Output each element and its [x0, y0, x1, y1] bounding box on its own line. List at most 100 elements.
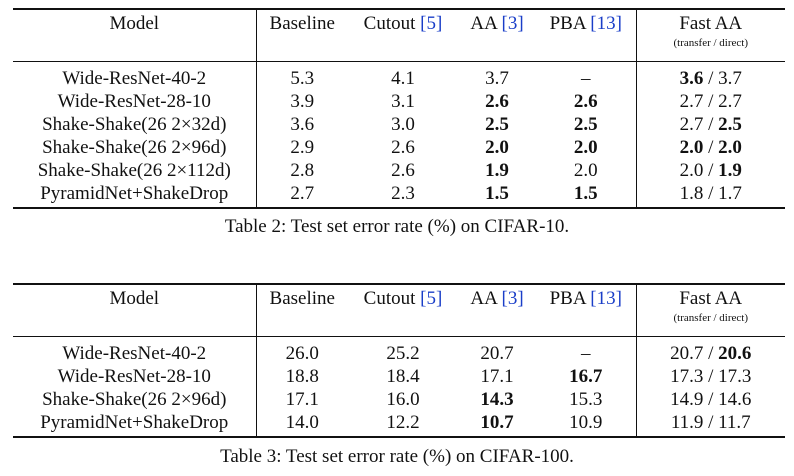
cell-model: Shake-Shake(26 2×96d) — [42, 389, 227, 410]
cell-fastaa-direct: 2.0 — [718, 137, 742, 158]
cell-pba-value: 2.6 — [573, 91, 598, 112]
cell-fastaa-direct: 1.7 — [718, 183, 742, 204]
header-fastaa-label: Fast AA — [679, 13, 743, 34]
header-cutout: Cutout [5] — [348, 284, 458, 337]
header-pba: PBA [13] — [536, 284, 636, 337]
cell-cutout: 2.6 — [391, 160, 415, 181]
cell-cutout: 2.6 — [391, 137, 415, 158]
cell-pba: 15.3 — [569, 389, 603, 410]
cell-model: Wide-ResNet-40-2 — [62, 68, 207, 89]
cell-fastaa-transfer: 3.6 — [679, 68, 704, 89]
cell-pba-value: 16.7 — [569, 366, 603, 387]
table-row: Shake-Shake(26 2×96d) 17.1 16.0 14.3 15.3 14.… — [13, 388, 785, 411]
cell-fastaa: 11.9 / 11.7 — [635, 411, 785, 438]
citation-link[interactable]: [13] — [590, 13, 622, 34]
cell-fastaa-transfer: 1.8 — [679, 183, 704, 204]
cell-baseline: 18.8 — [255, 365, 348, 388]
header-fastaa: Fast AA (transfer / direct) — [635, 284, 785, 337]
cell-model: Wide-ResNet-40-2 — [62, 343, 207, 364]
citation-link[interactable]: [5] — [420, 288, 443, 309]
cell-model: Wide-ResNet-28-10 — [57, 91, 211, 112]
cell-baseline: 2.8 — [255, 159, 348, 182]
table-row: Shake-Shake(26 2×32d) 3.6 3.0 2.5 2.5 2.7 / 2… — [13, 113, 785, 136]
cell-baseline: 5.3 — [255, 61, 348, 90]
cell-fastaa: 2.0 / 1.9 — [635, 159, 785, 182]
cell-model: Wide-ResNet-28-10 — [57, 366, 211, 387]
cell-cutout: 4.1 — [391, 68, 415, 89]
cell-fastaa: 2.7 / 2.7 — [635, 90, 785, 113]
cell-fastaa: 3.6 / 3.7 — [635, 61, 785, 90]
cell-pba: 2.5 — [536, 113, 636, 136]
cell-fastaa-direct: 2.7 — [718, 91, 742, 112]
cell-fastaa-direct: 3.7 — [718, 68, 742, 89]
cell-aa: 3.7 — [485, 68, 509, 89]
cell-model: Shake-Shake(26 2×112d) — [37, 160, 231, 181]
cell-pba-value: 2.0 — [573, 137, 598, 158]
citation-link[interactable]: [3] — [501, 13, 524, 34]
cell-pba: 2.6 — [536, 90, 636, 113]
cell-fastaa: 2.7 / 2.5 — [635, 113, 785, 136]
table-cifar100: Model Baseline Cutout [5] AA [3] PBA [13… — [13, 283, 785, 438]
cell-aa: 20.7 — [480, 343, 514, 364]
header-fastaa: Fast AA (transfer / direct) — [635, 9, 785, 62]
citation-link[interactable]: [3] — [501, 288, 524, 309]
cell-pba-value: 1.5 — [573, 183, 598, 204]
cell-aa: 1.9 — [458, 159, 536, 182]
cell-fastaa-direct: 11.7 — [718, 412, 751, 433]
cell-fastaa-direct: 20.6 — [718, 343, 752, 364]
table-row: Wide-ResNet-28-10 3.9 3.1 2.6 2.6 2.7 / 2.7 — [13, 90, 785, 113]
header-cutout-label: Cutout — [363, 13, 416, 34]
cell-aa: 17.1 — [480, 366, 514, 387]
cell-cutout: 16.0 — [386, 389, 420, 410]
header-model: Model — [13, 9, 256, 62]
table-row: PyramidNet+ShakeDrop 2.7 2.3 1.5 1.5 1.8 / 1.… — [13, 182, 785, 209]
cell-fastaa-transfer: 2.7 — [679, 114, 704, 135]
cell-aa-value: 2.0 — [485, 137, 509, 158]
header-aa-label: AA — [470, 288, 497, 309]
header-pba: PBA [13] — [536, 9, 636, 62]
table-caption-cifar10: Table 2: Test set error rate (%) on CIFA… — [224, 216, 570, 237]
cell-model: Shake-Shake(26 2×32d) — [42, 114, 227, 135]
cell-pba: 16.7 — [536, 365, 636, 388]
cell-fastaa: 2.0 / 2.0 — [635, 136, 785, 159]
cell-fastaa-direct: 1.9 — [718, 160, 742, 181]
cell-aa-value: 10.7 — [480, 412, 514, 433]
header-aa-label: AA — [470, 13, 497, 34]
table-body: Wide-ResNet-40-2 26.0 25.2 20.7 – 20.7 / 20.6… — [13, 336, 785, 438]
table-row: Shake-Shake(26 2×96d) 2.9 2.6 2.0 2.0 2.0 / 2… — [13, 136, 785, 159]
table-cifar100-container: Model Baseline Cutout [5] AA [3] PBA [13… — [13, 283, 785, 438]
cell-pba-value: 2.5 — [573, 114, 598, 135]
table-caption-cifar100: Table 3: Test set error rate (%) on CIFA… — [220, 446, 574, 467]
cell-cutout: 18.4 — [386, 366, 420, 387]
header-baseline: Baseline — [255, 9, 348, 62]
cell-baseline: 2.9 — [255, 136, 348, 159]
cell-aa-value: 1.9 — [485, 160, 509, 181]
cell-cutout: 2.3 — [348, 182, 458, 209]
table-row: Shake-Shake(26 2×112d) 2.8 2.6 1.9 2.0 2.0 / … — [13, 159, 785, 182]
cell-pba: 2.0 — [536, 136, 636, 159]
cell-aa: 14.3 — [458, 388, 536, 411]
cell-cutout: 3.1 — [391, 91, 415, 112]
cell-model: PyramidNet+ShakeDrop — [13, 182, 256, 209]
header-fastaa-sublabel: (transfer / direct) — [673, 312, 748, 324]
cell-aa: 2.6 — [458, 90, 536, 113]
cell-aa: 10.7 — [458, 411, 536, 438]
cell-model: PyramidNet+ShakeDrop — [13, 411, 256, 438]
cell-fastaa-direct: 2.5 — [718, 114, 742, 135]
cell-baseline: 3.9 — [255, 90, 348, 113]
citation-link[interactable]: [13] — [590, 288, 622, 309]
cell-fastaa-transfer: 2.0 — [679, 137, 704, 158]
cell-fastaa-direct: 17.3 — [718, 366, 752, 387]
cell-fastaa-transfer: 2.0 — [679, 160, 704, 181]
cell-pba: 2.0 — [573, 160, 598, 181]
cell-model: Shake-Shake(26 2×96d) — [42, 137, 227, 158]
cell-fastaa-transfer: 2.7 — [679, 91, 704, 112]
header-pba-label: PBA — [549, 13, 586, 34]
cell-fastaa-transfer: 11.9 — [670, 412, 704, 433]
table-row: Wide-ResNet-28-10 18.8 18.4 17.1 16.7 17.3 / … — [13, 365, 785, 388]
citation-link[interactable]: [5] — [420, 13, 443, 34]
table-body: Wide-ResNet-40-2 5.3 4.1 3.7–3.6 / 3.7 Wide-… — [13, 61, 785, 209]
header-model: Model — [13, 284, 256, 337]
cell-fastaa-transfer: 14.9 — [670, 389, 704, 410]
cell-pba: – — [581, 68, 591, 89]
